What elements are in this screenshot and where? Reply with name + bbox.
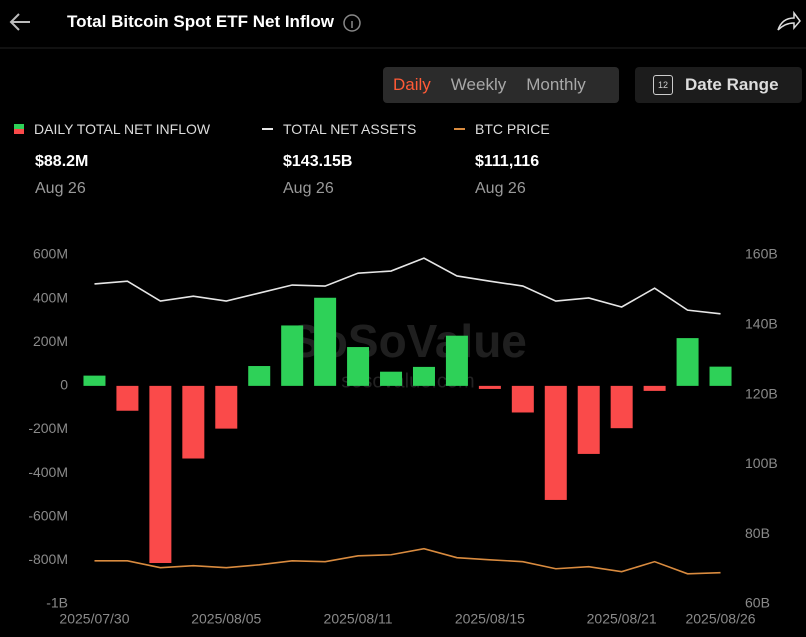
bar: [412, 366, 435, 386]
bar: [478, 385, 501, 389]
info-icon[interactable]: [343, 14, 361, 32]
legend-item[interactable]: BTC PRICE: [454, 121, 550, 137]
y-tick-label: 140B: [745, 316, 778, 332]
bar: [347, 347, 370, 386]
bar: [215, 385, 238, 429]
x-tick-label: 2025/08/26: [685, 611, 755, 627]
back-icon[interactable]: [9, 13, 30, 31]
bar: [544, 385, 567, 500]
share-icon[interactable]: [777, 10, 801, 31]
line: [94, 547, 721, 575]
legend-item[interactable]: DAILY TOTAL NET INFLOW: [14, 121, 210, 137]
stat-value: $111,116: [475, 153, 540, 170]
y-tick-label: 160B: [745, 246, 778, 262]
x-tick-label: 2025/07/30: [59, 611, 129, 627]
period-option[interactable]: Weekly: [450, 75, 507, 94]
stat-date: Aug 26: [35, 180, 86, 197]
x-tick-label: 2025/08/11: [324, 611, 393, 627]
y-tick-label: -600M: [28, 507, 68, 523]
y-tick-label: 100B: [745, 455, 778, 471]
y-tick-label: 60B: [745, 595, 770, 611]
calendar-icon: 12: [653, 75, 673, 95]
line: [94, 257, 721, 315]
stat-date: Aug 26: [475, 180, 526, 197]
bar: [643, 385, 666, 391]
period-option[interactable]: Daily: [393, 75, 431, 94]
y-tick-label: -200M: [28, 420, 68, 436]
bar: [248, 366, 271, 386]
legend-label: TOTAL NET ASSETS: [283, 121, 417, 137]
y-tick-label: 120B: [745, 385, 778, 401]
date-range-button[interactable]: 12 Date Range: [635, 67, 802, 103]
bar: [511, 385, 534, 413]
bar: [577, 385, 600, 454]
bar: [314, 297, 337, 386]
y-tick-label: 200M: [33, 333, 68, 349]
y-tick-label: -400M: [28, 464, 68, 480]
legend-icon: [454, 128, 465, 130]
legend-icon: [14, 124, 24, 134]
bar: [445, 335, 468, 386]
watermark-site: sosovalue.com: [341, 370, 474, 392]
y-tick-label: 0: [60, 377, 68, 393]
bar: [676, 338, 699, 386]
bar: [281, 325, 304, 386]
y-tick-label: -800M: [28, 551, 68, 567]
legend-item[interactable]: TOTAL NET ASSETS: [262, 121, 416, 137]
page-title: Total Bitcoin Spot ETF Net Inflow: [67, 12, 334, 31]
bar: [149, 385, 172, 563]
bar: [116, 385, 139, 411]
y-tick-label: 80B: [745, 525, 770, 541]
period-switch: Daily Weekly Monthly: [383, 67, 619, 103]
x-tick-label: 2025/08/15: [455, 611, 525, 627]
bar: [83, 375, 106, 386]
bar: [380, 371, 403, 386]
y-tick-label: 400M: [33, 289, 68, 305]
stat-date: Aug 26: [283, 180, 334, 197]
bar: [709, 366, 732, 386]
legend-label: DAILY TOTAL NET INFLOW: [34, 121, 211, 137]
stat-value: $88.2M: [35, 153, 89, 170]
x-tick-label: 2025/08/05: [191, 611, 261, 627]
legend-icon: [262, 128, 273, 130]
y-tick-label: 600M: [33, 246, 68, 262]
x-tick-label: 2025/08/21: [587, 611, 657, 627]
date-range-label: Date Range: [685, 75, 779, 94]
bar: [182, 385, 205, 459]
bar: [610, 385, 633, 429]
y-tick-label: -1B: [46, 595, 68, 611]
period-option[interactable]: Monthly: [526, 75, 586, 94]
stat-value: $143.15B: [283, 153, 353, 170]
legend-label: BTC PRICE: [475, 121, 550, 137]
